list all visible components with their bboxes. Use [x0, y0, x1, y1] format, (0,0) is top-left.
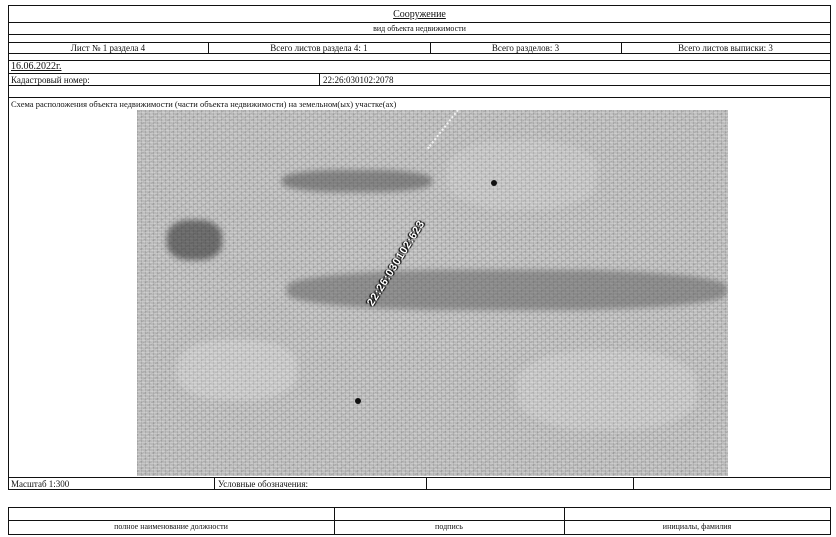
col-divider — [621, 42, 622, 53]
scheme-caption: Схема расположения объекта недвижимости … — [11, 99, 397, 109]
map-area — [447, 140, 597, 210]
row-line — [8, 520, 831, 521]
name-label: инициалы, фамилия — [662, 522, 732, 531]
header-subtitle: вид объекта недвижимости — [373, 24, 466, 33]
row-line — [8, 489, 831, 490]
row-line — [8, 34, 831, 35]
map-structure — [167, 220, 222, 260]
right-border — [830, 5, 831, 74]
row-line — [8, 85, 831, 86]
boundary-point — [491, 180, 497, 186]
col-divider — [334, 507, 335, 535]
col-divider — [633, 477, 634, 489]
boundary-point — [355, 398, 361, 404]
extract-date: 16.06.2022г. — [11, 61, 62, 72]
scale-label: Масштаб 1:300 — [11, 479, 70, 489]
col-divider — [564, 507, 565, 535]
col-divider — [214, 477, 215, 489]
row-line — [8, 97, 831, 98]
sections-total: Всего разделов: 3 — [491, 43, 560, 53]
row-line — [8, 507, 831, 508]
col-divider — [208, 42, 209, 53]
row-line — [8, 477, 831, 478]
col-divider — [426, 477, 427, 489]
right-border — [830, 73, 831, 490]
top-border — [8, 5, 831, 6]
left-border — [8, 5, 9, 74]
col-divider — [319, 73, 320, 85]
row-line — [8, 22, 831, 23]
position-label: полное наименование должности — [114, 522, 228, 531]
sheets-in-section: Всего листов раздела 4: 1 — [270, 43, 368, 53]
left-border — [8, 73, 9, 490]
header-title: Сооружение — [393, 9, 446, 20]
col-divider — [430, 42, 431, 53]
legend-label: Условные обозначения: — [218, 479, 309, 489]
row-line — [8, 534, 831, 535]
right-border — [830, 507, 831, 535]
map-structure — [282, 170, 432, 192]
left-border — [8, 507, 9, 535]
row-line — [8, 73, 831, 74]
row-line — [8, 60, 831, 61]
cadastral-label: Кадастровый номер: — [11, 75, 90, 85]
scheme-map: 22:26:030102:623 — [137, 110, 728, 476]
map-area — [177, 340, 297, 400]
cadastral-number: 22:26:030102:2078 — [323, 75, 394, 85]
map-area — [517, 350, 697, 430]
sheet-number: Лист № 1 раздела 4 — [70, 43, 146, 53]
signature-label: подпись — [435, 522, 463, 531]
row-line — [8, 42, 831, 43]
row-line — [8, 53, 831, 54]
map-structure — [287, 270, 727, 310]
sheets-extract-total: Всего листов выписки: 3 — [678, 43, 773, 53]
parcel-boundary — [427, 110, 478, 150]
